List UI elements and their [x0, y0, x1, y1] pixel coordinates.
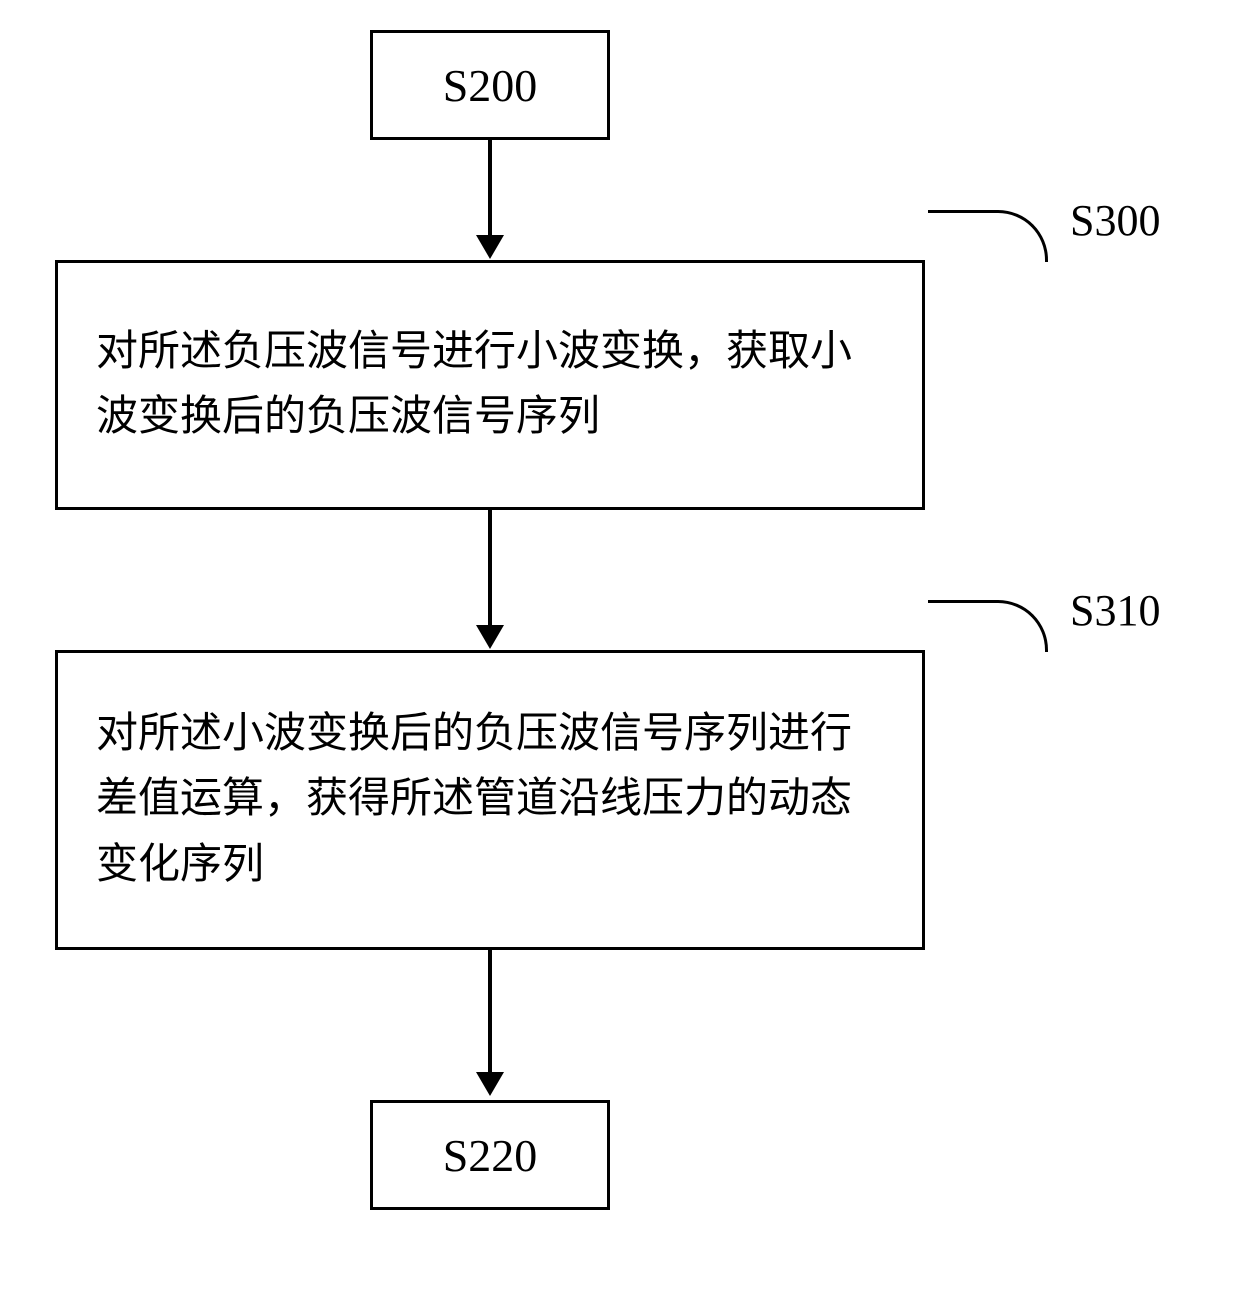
node-label: 对所述负压波信号进行小波变换，获取小波变换后的负压波信号序列	[96, 320, 884, 450]
node-label: S200	[443, 59, 538, 112]
flowchart-node-start: S200	[370, 30, 610, 140]
node-label: S220	[443, 1129, 538, 1182]
ref-label-s310: S310	[1070, 585, 1160, 636]
flowchart-node-end: S220	[370, 1100, 610, 1210]
flowchart-node-step1: 对所述负压波信号进行小波变换，获取小波变换后的负压波信号序列	[55, 260, 925, 510]
flowchart-arrow-3	[476, 950, 504, 1096]
ref-label-s300: S300	[1070, 195, 1160, 246]
node-label: 对所述小波变换后的负压波信号序列进行差值运算，获得所述管道沿线压力的动态变化序列	[96, 702, 884, 897]
flowchart-arrow-2	[476, 510, 504, 649]
flowchart-container: S200 对所述负压波信号进行小波变换，获取小波变换后的负压波信号序列 S300…	[0, 0, 1240, 1296]
flowchart-arrow-1	[476, 140, 504, 259]
flowchart-node-step2: 对所述小波变换后的负压波信号序列进行差值运算，获得所述管道沿线压力的动态变化序列	[55, 650, 925, 950]
